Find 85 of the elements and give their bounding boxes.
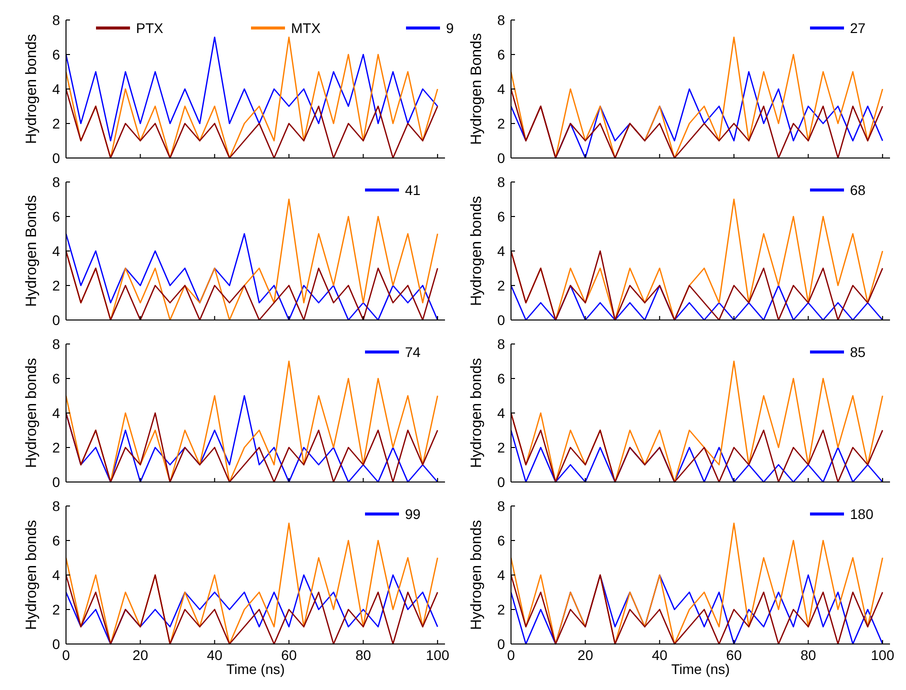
x-axis-title: Time (ns)	[671, 661, 730, 677]
y-tick-label: 6	[52, 46, 60, 62]
y-tick-label: 2	[497, 439, 506, 456]
line-series	[65, 522, 438, 645]
y-tick-label: 6	[52, 370, 60, 386]
y-tick-label: 0	[52, 312, 60, 328]
y-axis-title: Hydrogen bonds	[23, 520, 40, 630]
line-series	[510, 88, 884, 159]
legend-label: 41	[405, 182, 421, 198]
y-axis-title: Hydrogen Bonds	[468, 33, 485, 145]
legend-label: 68	[850, 182, 866, 198]
y-tick-label: 4	[497, 404, 506, 421]
y-tick-label: 2	[497, 277, 506, 294]
x-tick-label: 20	[578, 647, 594, 663]
y-tick-label: 8	[497, 498, 506, 514]
y-tick-label: 2	[52, 115, 60, 132]
x-tick-label: 100	[426, 647, 450, 663]
y-tick-label: 0	[52, 474, 60, 490]
legend-label: 9	[446, 20, 454, 36]
y-tick-label: 0	[52, 636, 60, 652]
line-series	[65, 233, 438, 321]
legend-label: 74	[405, 344, 421, 360]
legend-label: PTX	[136, 20, 164, 36]
y-tick-label: 6	[497, 208, 506, 224]
line-series	[510, 36, 884, 159]
y-tick-label: 8	[497, 336, 506, 352]
y-tick-label: 8	[52, 174, 60, 190]
x-tick-label: 0	[62, 647, 70, 663]
y-tick-label: 0	[52, 150, 60, 166]
y-tick-label: 2	[52, 277, 60, 294]
x-tick-label: 0	[507, 647, 516, 663]
y-tick-label: 0	[497, 474, 506, 490]
y-tick-label: 6	[497, 532, 506, 548]
y-tick-label: 4	[497, 80, 506, 97]
y-tick-label: 6	[52, 532, 60, 548]
line-series	[510, 412, 884, 483]
x-tick-label: 100	[870, 647, 894, 663]
line-series	[65, 360, 438, 483]
y-tick-label: 6	[497, 46, 506, 62]
x-tick-label: 20	[132, 647, 148, 663]
x-tick-label: 60	[726, 647, 742, 663]
y-axis-title: Hydrogen bonds	[23, 358, 40, 468]
y-tick-label: 2	[497, 115, 506, 132]
y-tick-label: 6	[52, 208, 60, 224]
y-tick-label: 2	[497, 601, 506, 618]
y-axis-title: Hydrogen bonds	[23, 34, 40, 144]
y-tick-label: 4	[497, 566, 506, 583]
y-tick-label: 4	[52, 80, 60, 97]
y-axis-title: Hydrogen Bonds	[23, 195, 40, 307]
y-tick-label: 8	[497, 12, 506, 28]
y-tick-label: 4	[52, 242, 60, 259]
legend-label: 180	[850, 506, 874, 522]
x-tick-label: 40	[206, 647, 223, 663]
y-tick-label: 2	[52, 601, 60, 618]
x-tick-label: 40	[652, 647, 668, 663]
line-series	[65, 574, 438, 645]
y-tick-label: 4	[497, 242, 506, 259]
legend-label: 99	[405, 506, 421, 522]
line-series	[510, 522, 884, 645]
x-tick-label: 80	[355, 647, 372, 663]
y-tick-label: 8	[52, 336, 60, 352]
y-tick-label: 6	[497, 370, 506, 386]
y-axis-title: Hydrogen bonds	[468, 196, 485, 306]
x-tick-label: 60	[281, 647, 297, 663]
legend-label: 85	[850, 344, 866, 360]
y-tick-label: 8	[52, 12, 60, 28]
y-tick-label: 4	[52, 404, 60, 421]
y-axis-title: Hydrogen bonds	[468, 520, 485, 630]
y-axis-title: Hydrogen bonds	[468, 358, 485, 468]
line-series	[65, 412, 438, 483]
line-series	[510, 250, 884, 321]
y-tick-label: 2	[52, 439, 60, 456]
legend-label: 27	[850, 20, 866, 36]
y-tick-label: 8	[52, 498, 60, 514]
x-axis-title: Time (ns)	[226, 661, 285, 677]
y-tick-label: 0	[497, 636, 506, 652]
line-series	[65, 250, 438, 321]
y-tick-label: 4	[52, 566, 60, 583]
y-tick-label: 0	[497, 150, 506, 166]
line-series	[65, 88, 438, 159]
y-tick-label: 8	[497, 174, 506, 190]
line-series	[510, 574, 884, 645]
y-tick-label: 0	[497, 312, 506, 328]
x-tick-label: 80	[800, 647, 816, 663]
legend-label: MTX	[291, 20, 322, 36]
